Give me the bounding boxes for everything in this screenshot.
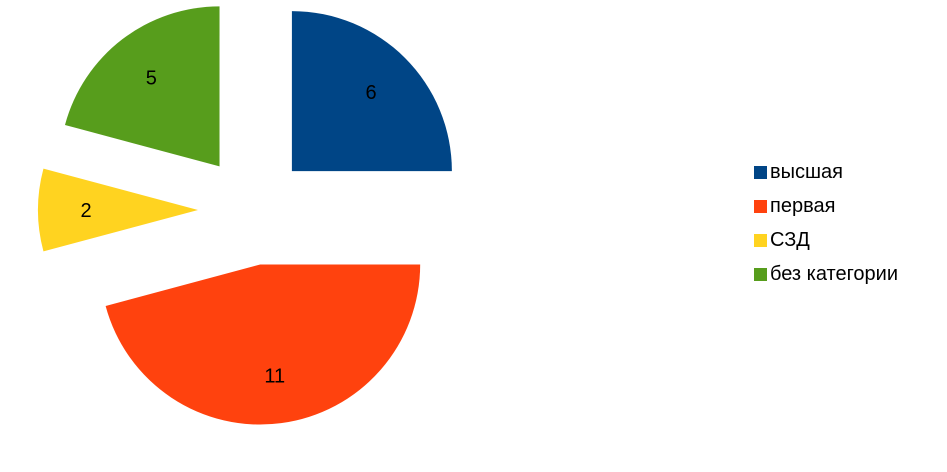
legend-item-vysshaya: высшая	[754, 155, 898, 189]
data-label: 5	[146, 68, 157, 90]
slice-szd	[38, 168, 199, 252]
data-label: 2	[80, 200, 91, 222]
slice-pervaya	[105, 264, 421, 425]
legend-label: СЗД	[770, 228, 810, 251]
legend-swatch	[754, 267, 767, 281]
legend-swatch	[754, 165, 767, 179]
legend-item-pervaya: первая	[754, 189, 898, 223]
legend-item-szd: СЗД	[754, 223, 898, 257]
legend-label: без категории	[770, 262, 899, 285]
slice-bez-kategorii	[64, 6, 220, 167]
legend-label: первая	[770, 194, 836, 217]
legend-label: высшая	[770, 160, 843, 183]
legend-swatch	[754, 233, 767, 247]
data-label: 6	[366, 82, 377, 104]
legend-swatch	[754, 199, 767, 213]
slice-vysshaya	[291, 11, 452, 172]
data-label: 11	[264, 366, 285, 388]
chart-legend: высшая первая СЗД без категории	[754, 155, 898, 291]
legend-item-bez-kategorii: без категории	[754, 257, 898, 291]
